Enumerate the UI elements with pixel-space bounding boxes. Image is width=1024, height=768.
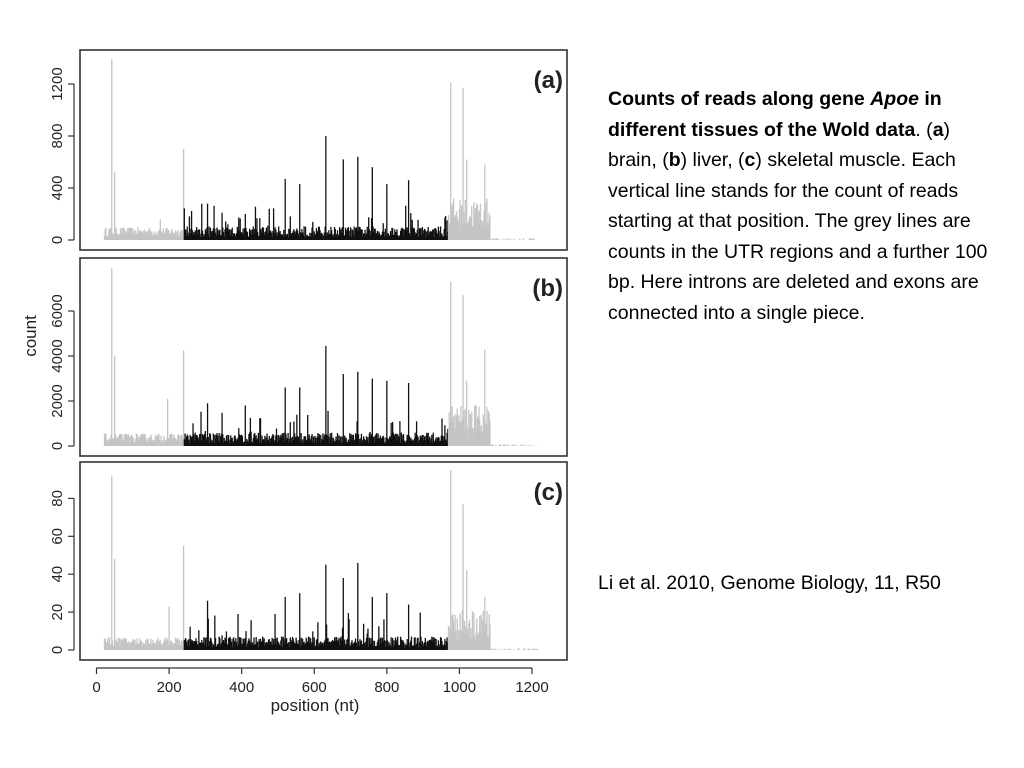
x-tick-label: 600 xyxy=(302,679,327,696)
panel-label: (b) xyxy=(532,275,563,302)
y-tick-label: 40 xyxy=(49,566,66,583)
caption-sep: . ( xyxy=(915,118,933,141)
y-tick-label: 1200 xyxy=(49,67,66,100)
caption-label-c: c xyxy=(744,149,756,171)
x-tick-label: 200 xyxy=(157,679,182,696)
caption-label-a: a xyxy=(932,118,944,141)
panel-a: 0 400 800 1200 (a) xyxy=(49,49,568,251)
y-tick-label: 800 xyxy=(49,123,66,148)
x-tick-label: 800 xyxy=(374,679,399,696)
caption-label-b: b xyxy=(668,149,681,171)
y-tick-label: 20 xyxy=(49,604,66,621)
x-axis-label: position (nt) xyxy=(271,696,360,715)
plot-frame xyxy=(79,461,568,661)
x-tick-label: 400 xyxy=(229,679,254,696)
y-tick-label: 0 xyxy=(49,442,66,450)
y-tick-label: 0 xyxy=(49,236,66,244)
y-tick-label: 0 xyxy=(49,646,66,654)
y-tick-label: 6000 xyxy=(49,294,66,327)
caption-b-text: ) liver, ( xyxy=(680,149,745,171)
y-tick-label: 2000 xyxy=(49,384,66,417)
citation: Li et al. 2010, Genome Biology, 11, R50 xyxy=(598,572,941,594)
caption-rest: ) skeletal muscle. Each vertical line st… xyxy=(608,149,988,324)
caption-title-part2: in different tissues of the Wold data xyxy=(608,88,942,141)
x-tick-label: 1200 xyxy=(515,679,548,696)
y-tick-label: 400 xyxy=(49,175,66,200)
plot-frame xyxy=(79,257,568,457)
y-tick-label: 60 xyxy=(49,528,66,545)
x-tick-label: 0 xyxy=(92,679,100,696)
x-tick-label: 1000 xyxy=(443,679,476,696)
caption-gene-name: Apoe xyxy=(870,88,919,110)
panel-label: (c) xyxy=(534,479,563,506)
panel-b: 0 2000 4000 6000 (b) xyxy=(49,257,568,457)
y-tick-label: 4000 xyxy=(49,339,66,372)
figure-caption: Counts of reads along gene Apoe in diffe… xyxy=(608,84,998,328)
plot-frame xyxy=(79,49,568,251)
panel-c: 0 20 40 60 80 (c) 0 200 400 600 800 1000 1200 xyxy=(49,461,568,696)
y-axis-label: count xyxy=(21,315,40,357)
caption-title-part1: Counts of reads along gene xyxy=(608,88,871,110)
panel-label: (a) xyxy=(534,67,563,94)
y-tick-label: 80 xyxy=(49,490,66,507)
caption-a-text: ) brain, ( xyxy=(608,118,951,172)
